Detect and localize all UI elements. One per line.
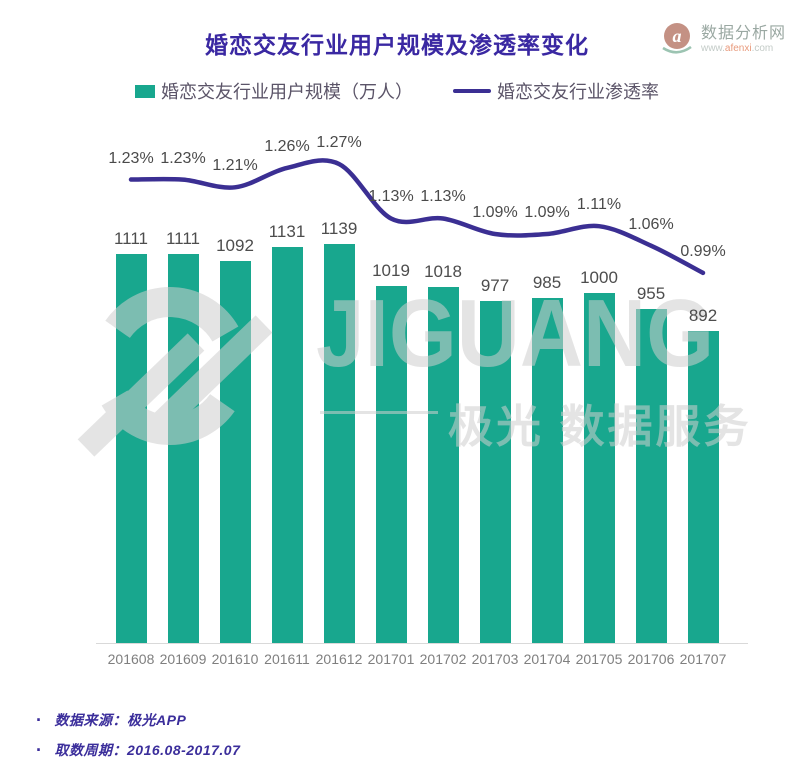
brand-name: 数据分析网	[700, 25, 786, 43]
x-tick-label: 201612	[315, 651, 363, 667]
penetration-label: 1.23%	[108, 149, 154, 167]
x-tick-label: 201704	[523, 651, 571, 667]
x-tick-label: 201702	[419, 651, 467, 667]
legend-line-label: 婚恋交友行业渗透率	[497, 82, 659, 102]
bar-201702	[427, 286, 459, 643]
bullet-icon: ·	[36, 740, 43, 760]
x-axis-line	[96, 643, 748, 644]
penetration-label: 1.13%	[368, 188, 414, 206]
footnote-period: · 取数周期：2016.08-2017.07	[36, 740, 241, 760]
bar-value-label: 955	[636, 283, 666, 303]
bar-201707	[687, 330, 719, 643]
legend-item-bars: 婚恋交友行业用户规模（万人）	[135, 78, 413, 104]
legend-item-line: 婚恋交友行业渗透率	[453, 78, 659, 104]
bar-201609	[167, 254, 199, 643]
bar-201611	[271, 247, 303, 643]
bar-201705	[583, 293, 615, 643]
afenxi-logo-icon: a	[662, 23, 692, 54]
penetration-label: 1.13%	[420, 188, 466, 206]
penetration-label: 1.06%	[628, 215, 674, 233]
x-tick-label: 201611	[264, 651, 310, 667]
brand-afenxi: a 数据分析网 www.afenxi.com	[658, 20, 786, 60]
x-tick-label: 201703	[471, 651, 519, 667]
x-tick-label: 201707	[679, 651, 727, 667]
x-tick-label: 201609	[159, 651, 207, 667]
bar-value-label: 1111	[165, 229, 201, 249]
x-tick-label: 201705	[575, 651, 623, 667]
x-tick-label: 201608	[107, 651, 155, 667]
bar-201612	[323, 244, 355, 643]
legend-bars-label: 婚恋交友行业用户规模（万人）	[161, 82, 413, 102]
penetration-label: 1.26%	[264, 137, 310, 155]
penetration-label: 1.27%	[316, 134, 362, 151]
svg-text:a: a	[672, 26, 681, 46]
bar-value-label: 985	[532, 273, 562, 293]
chart-legend: 婚恋交友行业用户规模（万人） 婚恋交友行业渗透率	[0, 78, 794, 104]
penetration-label: 1.21%	[212, 157, 258, 175]
bar-201608	[115, 254, 147, 643]
bar-value-label: 1092	[216, 235, 254, 255]
bullet-icon: ·	[36, 710, 43, 730]
penetration-label: 1.11%	[576, 196, 622, 214]
bar-value-label: 1000	[580, 268, 618, 287]
x-tick-label: 201706	[627, 651, 675, 667]
penetration-label: 1.23%	[160, 149, 206, 167]
penetration-label: 1.09%	[472, 204, 518, 222]
bar-value-label: 1019	[372, 261, 410, 281]
x-tick-label: 201701	[367, 651, 415, 667]
bar-value-label: 892	[688, 305, 718, 325]
bar-201704	[531, 298, 563, 643]
bar-series-swatch-icon	[135, 84, 155, 98]
brand-url-host: afenxi	[724, 43, 752, 55]
brand-url: www.afenxi.com	[700, 43, 774, 55]
bar-201703	[479, 301, 511, 643]
penetration-label: 0.99%	[680, 242, 726, 260]
x-tick-label: 201610	[211, 651, 259, 667]
bar-201706	[635, 308, 667, 643]
bar-value-label: 1131	[268, 222, 306, 242]
footnotes: · 数据来源：极光APP · 取数周期：2016.08-2017.07	[36, 705, 240, 765]
bar-value-label: 1018	[424, 261, 462, 281]
page-title: 婚恋交友行业用户规模及渗透率变化	[205, 32, 589, 58]
combo-chart: JIGUANG 极光 数据服务 1111 1111 1092 1131 1139 1019…	[77, 134, 750, 680]
footnote-source: · 数据来源：极光APP	[36, 710, 187, 730]
bar-value-label: 1139	[320, 219, 358, 239]
bar-value-label: 977	[480, 276, 510, 296]
penetration-label: 1.09%	[524, 204, 570, 222]
bar-201610	[219, 260, 251, 643]
line-series-swatch-icon	[453, 89, 491, 93]
bar-201701	[375, 286, 407, 643]
bar-value-label: 1111	[113, 229, 149, 249]
